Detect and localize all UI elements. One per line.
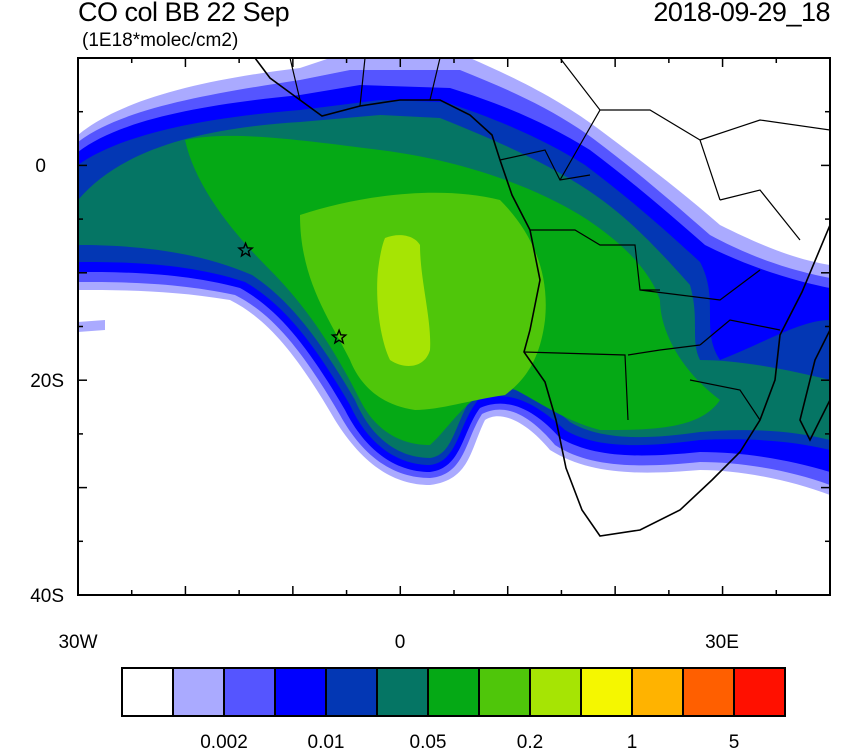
- colorbar-box: [580, 667, 633, 717]
- colorbar-label: 0.01: [308, 732, 345, 750]
- star-marker: [237, 241, 255, 258]
- colorbar-label: 0.002: [200, 732, 248, 750]
- coastlines: [254, 58, 830, 537]
- contour-level-8: [377, 235, 431, 366]
- colorbar-box: [478, 667, 531, 717]
- lon-label-0: 0: [395, 632, 406, 653]
- timestamp: 2018-09-29_18: [653, 0, 830, 27]
- map-title: CO col BB 22 Sep: [78, 0, 290, 27]
- colorbar-label: 0.2: [517, 732, 543, 750]
- star-marker: [330, 328, 348, 345]
- markers: [237, 241, 348, 345]
- colorbar-box: [121, 667, 174, 717]
- colorbar-box: [631, 667, 684, 717]
- co-contours: [78, 58, 830, 495]
- axis-ticks: [77, 57, 831, 596]
- lon-label-30w: 30W: [58, 632, 97, 653]
- lat-label-20s: 20S: [30, 371, 64, 392]
- madagascar-coastline: [799, 329, 830, 442]
- lon-label-30e: 30E: [705, 632, 739, 653]
- colorbar-label: 5: [729, 732, 740, 750]
- country-borders: [289, 58, 830, 421]
- colorbar-box: [376, 667, 429, 717]
- colorbar-label: 0.05: [410, 732, 447, 750]
- units-label: (1E18*molec/cm2): [82, 30, 239, 51]
- colorbar-box: [427, 667, 480, 717]
- lat-label-40s: 40S: [30, 586, 64, 607]
- lat-label-0: 0: [35, 156, 46, 177]
- colorbar-box: [529, 667, 582, 717]
- colorbar-box: [682, 667, 735, 717]
- colorbar-box: [325, 667, 378, 717]
- colorbar-box: [274, 667, 327, 717]
- colorbar-label: 1: [627, 732, 638, 750]
- colorbar-box: [172, 667, 225, 717]
- colorbar: 0.002 0.01 0.05 0.2 1 5: [121, 667, 786, 750]
- colorbar-box: [223, 667, 276, 717]
- colorbar-box: [733, 667, 786, 717]
